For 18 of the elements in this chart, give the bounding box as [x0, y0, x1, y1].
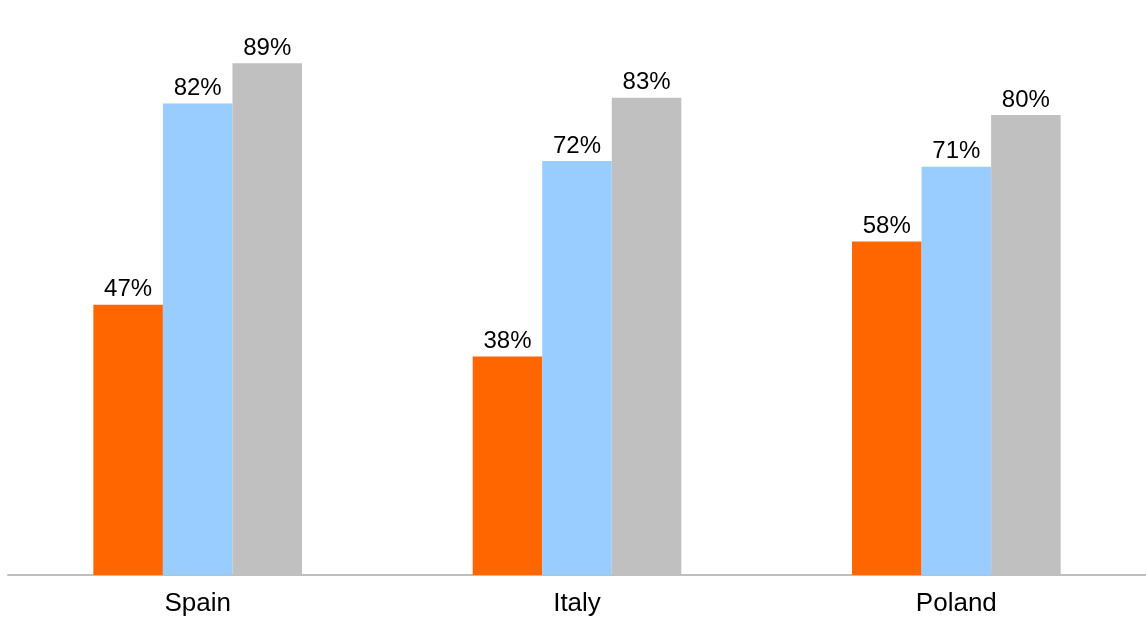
- bar: [472, 356, 543, 575]
- data-label: 83%: [622, 67, 671, 95]
- data-label: 71%: [932, 136, 981, 164]
- data-label: 89%: [243, 32, 292, 60]
- x-tick-label: Poland: [915, 587, 997, 617]
- bar: [852, 241, 922, 575]
- bar: [162, 103, 233, 575]
- x-tick-label: Italy: [553, 587, 601, 617]
- data-label: 80%: [1001, 84, 1050, 112]
- bar: [93, 304, 163, 575]
- data-label: 72%: [552, 130, 602, 158]
- x-tick-label: Spain: [164, 587, 231, 617]
- data-label: 38%: [483, 326, 532, 353]
- data-label: 58%: [862, 211, 911, 238]
- bar: [542, 161, 612, 575]
- bar: [921, 166, 992, 575]
- data-label: 82%: [173, 73, 222, 100]
- data-label: 47%: [104, 274, 153, 302]
